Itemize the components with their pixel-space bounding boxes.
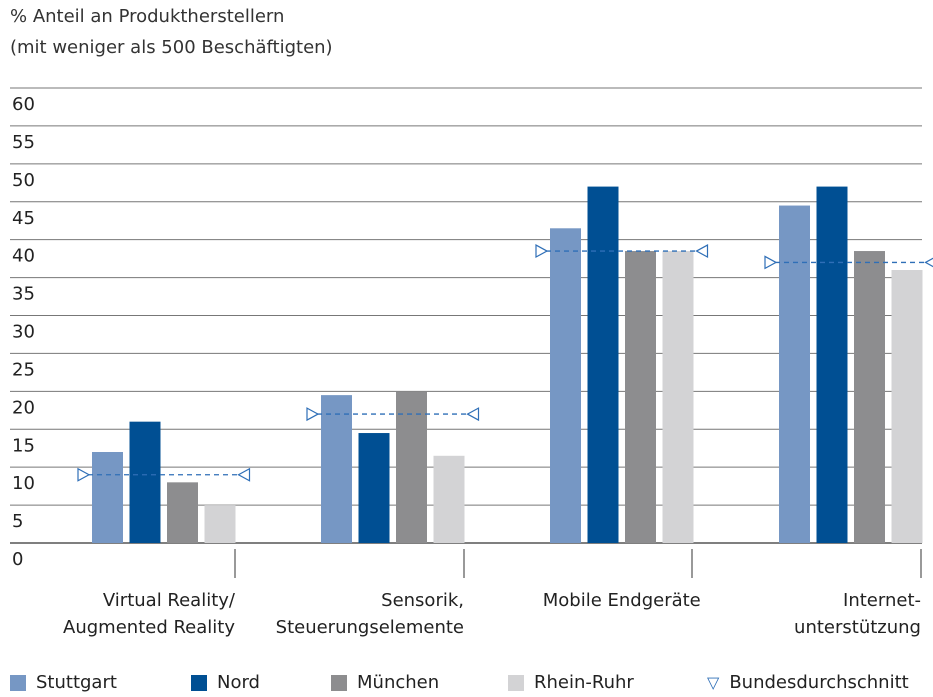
legend-swatch [191, 674, 207, 691]
legend-swatch [331, 674, 347, 691]
y-tick-label: 60 [12, 94, 35, 115]
chart-legend: Stuttgart Nord München Rhein-Ruhr ▽ Bundesdur… [0, 672, 933, 697]
bar-stuttgart [779, 205, 810, 543]
bar-stuttgart [550, 228, 581, 543]
legend-label: Stuttgart [36, 672, 117, 693]
y-tick-label: 55 [12, 132, 35, 153]
y-tick-label: 5 [12, 511, 23, 532]
bar-stuttgart [92, 452, 123, 543]
reference-marker-left [77, 467, 91, 482]
category-label: Sensorik, [381, 590, 464, 611]
bar-m-nchen [167, 482, 198, 543]
y-tick-label: 40 [12, 246, 35, 267]
legend-item-rhein-ruhr: Rhein-Ruhr [508, 672, 634, 693]
chart-title-line-2: (mit weniger als 500 Beschäftigten) [10, 37, 333, 58]
bar-rhein-ruhr [662, 251, 694, 543]
chart-title-line-1: % Anteil an Produktherstellern [10, 6, 285, 27]
bar-rhein-ruhr [204, 505, 236, 543]
category-label: Internet- [843, 590, 921, 611]
y-tick-label: 25 [12, 359, 35, 380]
category-label: unterstützung [794, 617, 921, 638]
bar-m-nchen [625, 251, 656, 543]
reference-marker-right [695, 244, 709, 259]
y-tick-label: 10 [12, 473, 35, 494]
legend-swatch [10, 674, 26, 691]
y-tick-label: 15 [12, 435, 35, 456]
reference-marker-right [924, 257, 933, 268]
bar-chart: 0 5 10 15 20 25 30 35 40 45 50 55 60 Virtual Reality/… [10, 87, 933, 638]
bar-rhein-ruhr [433, 455, 465, 543]
legend-swatch [508, 674, 524, 691]
bar-rhein-ruhr [891, 270, 923, 543]
bar-m-nchen [854, 251, 885, 543]
legend-item-bundesdurchschnitt: ▽ Bundesdurchschnitt [707, 672, 909, 693]
legend-label: Rhein-Ruhr [534, 672, 634, 693]
triangle-down-icon: ▽ [707, 673, 720, 692]
category-label: Augmented Reality [63, 617, 235, 638]
bar-nord [358, 433, 390, 543]
bar-stuttgart [321, 395, 352, 543]
legend-item-m-nchen: München [331, 672, 439, 693]
bar-m-nchen [396, 391, 427, 543]
category-label: Mobile Endgeräte [543, 590, 701, 611]
legend-label: München [357, 672, 440, 693]
category-label: Steuerungselemente [276, 617, 464, 638]
y-tick-label: 45 [12, 208, 35, 229]
legend-item-stuttgart: Stuttgart [10, 672, 117, 693]
legend-item-nord: Nord [191, 672, 260, 693]
y-tick-label: 0 [12, 549, 23, 570]
reference-marker-right [466, 407, 480, 422]
y-tick-label: 30 [12, 322, 35, 343]
reference-marker-right [237, 467, 251, 482]
y-tick-label: 20 [12, 397, 35, 418]
reference-marker-left [764, 255, 778, 270]
bar-nord [129, 421, 161, 543]
category-label: Virtual Reality/ [103, 590, 236, 611]
legend-label: Nord [217, 672, 260, 693]
reference-marker-left [535, 244, 549, 259]
bar-nord [587, 186, 619, 544]
y-tick-label: 35 [12, 284, 35, 305]
y-tick-label: 50 [12, 170, 35, 191]
bar-nord [816, 186, 848, 544]
reference-marker-left [306, 407, 320, 422]
legend-label: Bundesdurchschnitt [729, 672, 909, 693]
